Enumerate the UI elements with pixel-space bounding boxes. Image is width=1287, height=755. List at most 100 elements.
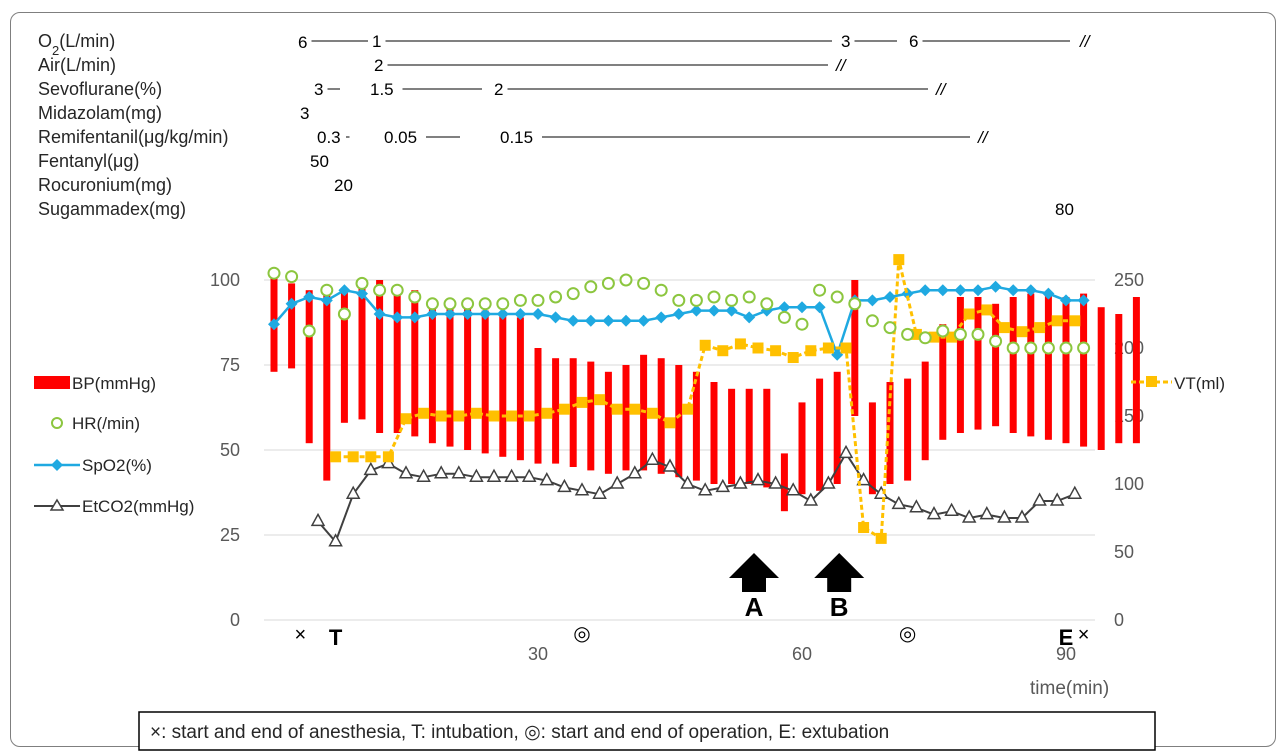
bp-bar — [446, 303, 454, 447]
legend-bp-swatch — [34, 376, 70, 389]
caption-box — [138, 711, 1156, 751]
etco2-point — [785, 482, 801, 496]
bp-bar — [763, 388, 771, 488]
hr-point — [584, 280, 598, 294]
etco2-point — [521, 468, 537, 482]
spo2-point — [479, 308, 492, 320]
drug-value-3-0: 3 — [300, 104, 309, 123]
drug-value-4-1: 0.05 — [384, 128, 417, 147]
bp-bar — [798, 402, 806, 495]
drug-value-1-1: // — [835, 56, 848, 75]
etco2-point — [504, 468, 519, 482]
vt-point — [453, 410, 465, 422]
etco2-point — [750, 472, 766, 486]
spo2-point — [620, 314, 632, 327]
etco2-point — [592, 485, 607, 499]
bp-bar — [1062, 297, 1070, 444]
left-axis-ticks: 0 25 50 75 100 — [210, 270, 240, 630]
hr-point — [1024, 341, 1038, 355]
etco2-point — [803, 492, 819, 506]
drug-label-1: Air(L/min) — [38, 55, 116, 75]
hr-point — [689, 293, 703, 307]
bp-bar — [376, 280, 384, 433]
event-arrow-a — [729, 553, 779, 592]
bp-bar — [780, 453, 788, 512]
drug-value-0-1: 1 — [372, 32, 381, 51]
spo2-point — [373, 308, 386, 320]
spo2-point — [496, 308, 509, 320]
right-tick-50: 50 — [1114, 542, 1134, 562]
time-marker-3: ◎ — [899, 623, 916, 645]
spo2-point — [461, 308, 474, 320]
spo2-point — [338, 284, 351, 297]
legend-hr-swatch — [51, 417, 63, 429]
bp-bar — [411, 290, 419, 437]
spo2-point — [285, 297, 298, 310]
bp-bar — [499, 314, 507, 457]
etco2-point — [609, 475, 625, 489]
bp-bar — [622, 365, 630, 471]
event-arrow-b — [814, 553, 865, 592]
spo2-point — [919, 284, 932, 297]
time-marker-1: T — [329, 625, 343, 650]
etco2-point — [557, 478, 572, 493]
x-tick-60: 60 — [792, 644, 812, 664]
bp-bar — [340, 290, 348, 423]
drug-label-5: Fentanyl(μg) — [38, 151, 139, 171]
etco2-point — [328, 533, 343, 547]
vt-point — [611, 403, 623, 415]
bp-bar — [587, 361, 595, 471]
vt-series — [330, 254, 1081, 544]
spo2-point — [813, 301, 826, 314]
drug-value-0-0: 6 — [298, 33, 307, 52]
time-marker-2: ◎ — [573, 623, 590, 645]
bp-bar — [1009, 297, 1017, 433]
spo2-point — [1024, 284, 1037, 297]
etco2-point — [345, 485, 361, 499]
vt-point — [893, 254, 905, 266]
spo2-point — [725, 304, 738, 317]
spo2-point — [356, 287, 368, 300]
etco2-point — [821, 475, 836, 489]
vt-point — [435, 410, 447, 422]
vt-point — [594, 394, 606, 406]
legend-vt-swatch — [1146, 376, 1157, 387]
hr-point — [1059, 341, 1073, 355]
hr-point — [531, 293, 545, 307]
hr-point — [566, 287, 580, 301]
spo2-point — [743, 311, 756, 324]
x-axis-title: time(min) — [1030, 678, 1109, 699]
bp-bar — [1115, 314, 1123, 444]
vt-point — [928, 331, 940, 343]
hr-point — [1041, 341, 1055, 355]
bp-bar — [1132, 297, 1140, 444]
vt-point — [875, 532, 887, 544]
drug-value-4-2: 0.15 — [500, 128, 533, 147]
etco2-point — [768, 475, 783, 489]
vt-point — [576, 396, 588, 408]
etco2-point — [733, 475, 748, 489]
vt-point — [858, 522, 870, 534]
etco2-point — [662, 458, 678, 472]
spo2-point — [268, 318, 280, 331]
vt-point — [787, 352, 799, 364]
hr-point — [1006, 341, 1020, 355]
vt-point — [981, 304, 993, 316]
bp-bar — [939, 324, 947, 440]
hr-point — [777, 310, 791, 324]
vt-point — [734, 338, 746, 350]
spo2-point — [884, 291, 896, 303]
spo2-point — [778, 301, 791, 314]
bp-bar — [481, 310, 489, 454]
o2-subscript: 2 — [52, 43, 59, 58]
spo2-point — [936, 284, 949, 297]
hr-point — [672, 293, 686, 307]
hr-point — [601, 276, 615, 290]
hr-point — [936, 324, 950, 338]
hr-point — [513, 293, 527, 307]
bp-bar — [816, 378, 824, 491]
etco2-point — [416, 468, 431, 482]
bp-bar — [1044, 293, 1052, 440]
x-axis-ticks: 30 60 90 — [528, 644, 1076, 664]
